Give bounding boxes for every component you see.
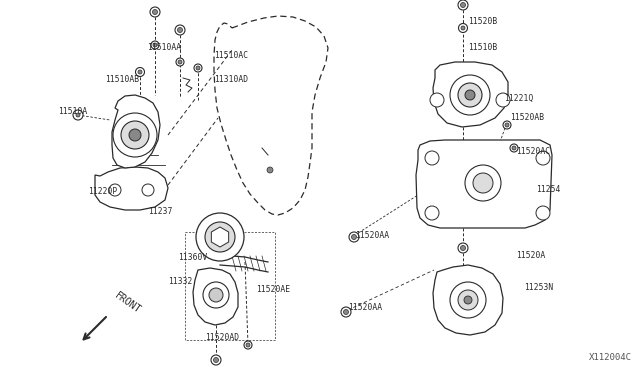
Circle shape: [177, 28, 182, 32]
Circle shape: [76, 113, 80, 117]
Text: 11310AD: 11310AD: [214, 76, 248, 84]
Text: 11510AA: 11510AA: [147, 44, 181, 52]
Circle shape: [246, 343, 250, 347]
Circle shape: [150, 7, 160, 17]
Circle shape: [351, 234, 356, 240]
Circle shape: [196, 66, 200, 70]
Text: FRONT: FRONT: [113, 291, 143, 315]
Circle shape: [151, 41, 159, 49]
Circle shape: [341, 307, 351, 317]
Circle shape: [461, 3, 465, 7]
Circle shape: [213, 230, 227, 244]
Polygon shape: [95, 167, 168, 210]
Circle shape: [349, 232, 359, 242]
Text: 11520B: 11520B: [468, 17, 497, 26]
Text: 11520AD: 11520AD: [205, 334, 239, 343]
Circle shape: [458, 0, 468, 10]
Polygon shape: [112, 95, 160, 168]
Circle shape: [430, 93, 444, 107]
Circle shape: [205, 222, 235, 252]
Circle shape: [450, 282, 486, 318]
Circle shape: [109, 184, 121, 196]
Circle shape: [142, 184, 154, 196]
Circle shape: [465, 90, 475, 100]
Text: 11510AB: 11510AB: [105, 76, 139, 84]
Text: 11253N: 11253N: [524, 282, 553, 292]
Circle shape: [344, 310, 349, 314]
Circle shape: [267, 167, 273, 173]
Polygon shape: [433, 62, 508, 127]
Circle shape: [215, 232, 225, 242]
Text: 11221Q: 11221Q: [504, 93, 533, 103]
Circle shape: [425, 206, 439, 220]
Circle shape: [196, 213, 244, 261]
Text: 11254: 11254: [536, 186, 561, 195]
Text: 11520AA: 11520AA: [355, 231, 389, 240]
Text: 11510B: 11510B: [468, 44, 497, 52]
Circle shape: [211, 355, 221, 365]
Text: 11360V: 11360V: [178, 253, 207, 263]
Circle shape: [510, 144, 518, 152]
Circle shape: [136, 67, 145, 77]
Text: 11220P: 11220P: [88, 187, 117, 196]
Circle shape: [73, 110, 83, 120]
Circle shape: [153, 43, 157, 47]
Text: X112004C: X112004C: [589, 353, 632, 362]
Text: 11332: 11332: [168, 278, 193, 286]
Circle shape: [503, 121, 511, 129]
Circle shape: [465, 165, 501, 201]
Circle shape: [121, 121, 149, 149]
Circle shape: [194, 64, 202, 72]
Circle shape: [178, 60, 182, 64]
Circle shape: [458, 290, 478, 310]
Circle shape: [425, 151, 439, 165]
Polygon shape: [433, 265, 503, 335]
Circle shape: [512, 146, 516, 150]
Polygon shape: [416, 140, 552, 228]
Circle shape: [175, 25, 185, 35]
Circle shape: [536, 151, 550, 165]
Polygon shape: [193, 268, 238, 325]
Circle shape: [203, 282, 229, 308]
Text: 11520AC: 11520AC: [516, 148, 550, 157]
Circle shape: [152, 10, 157, 15]
Text: 11520AE: 11520AE: [256, 285, 290, 295]
Circle shape: [505, 123, 509, 127]
Text: 11520AB: 11520AB: [510, 113, 544, 122]
Text: 11520AA: 11520AA: [348, 304, 382, 312]
Circle shape: [458, 23, 467, 32]
Text: 11510A: 11510A: [58, 108, 87, 116]
Circle shape: [450, 75, 490, 115]
Circle shape: [458, 83, 482, 107]
Circle shape: [209, 288, 223, 302]
Circle shape: [214, 357, 218, 362]
Text: 11520A: 11520A: [516, 250, 545, 260]
Circle shape: [536, 206, 550, 220]
Circle shape: [461, 246, 465, 250]
Circle shape: [473, 173, 493, 193]
Circle shape: [464, 296, 472, 304]
Circle shape: [244, 341, 252, 349]
Text: 11510AC: 11510AC: [214, 51, 248, 60]
Circle shape: [129, 129, 141, 141]
Text: 11237: 11237: [148, 208, 172, 217]
Circle shape: [461, 26, 465, 30]
Circle shape: [176, 58, 184, 66]
Circle shape: [496, 93, 510, 107]
Circle shape: [138, 70, 142, 74]
Polygon shape: [211, 227, 228, 247]
Circle shape: [113, 113, 157, 157]
Circle shape: [458, 243, 468, 253]
